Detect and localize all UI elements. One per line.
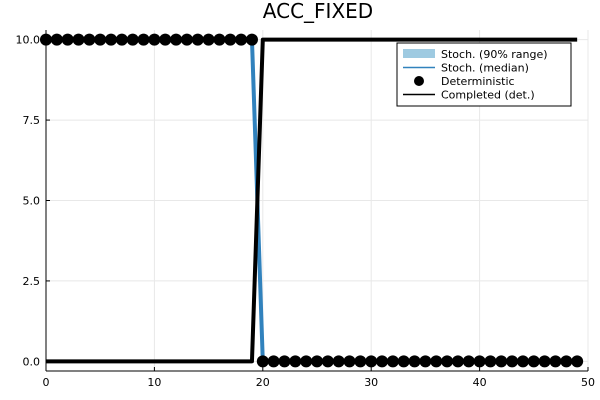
point-deterministic-36 [430, 355, 443, 368]
point-deterministic-45 [527, 355, 540, 368]
point-deterministic-34 [408, 355, 421, 368]
point-deterministic-16 [213, 33, 226, 46]
point-deterministic-8 [126, 33, 139, 46]
point-deterministic-9 [137, 33, 150, 46]
chart-title: ACC_FIXED [263, 0, 373, 23]
point-deterministic-2 [61, 33, 74, 46]
x-tick-label-5: 50 [581, 376, 595, 389]
point-deterministic-11 [159, 33, 172, 46]
legend-label-2: Deterministic [441, 75, 515, 88]
point-deterministic-6 [105, 33, 118, 46]
point-deterministic-19 [245, 33, 258, 46]
point-deterministic-47 [549, 355, 562, 368]
series-line-completed [46, 37, 578, 364]
point-deterministic-32 [386, 355, 399, 368]
y-tick-label-1: 2.5 [23, 275, 41, 288]
point-deterministic-4 [83, 33, 96, 46]
legend-label-1: Stoch. (median) [441, 62, 529, 75]
legend-swatch-marker [414, 76, 424, 86]
legend-label-0: Stoch. (90% range) [441, 48, 548, 61]
point-deterministic-23 [289, 355, 302, 368]
x-tick-label-3: 30 [364, 376, 378, 389]
point-deterministic-7 [115, 33, 128, 46]
point-deterministic-42 [495, 355, 508, 368]
y-tick-label-2: 5.0 [23, 195, 41, 208]
y-tick-label-4: 10.0 [16, 34, 41, 47]
point-deterministic-28 [343, 355, 356, 368]
point-deterministic-14 [191, 33, 204, 46]
y-tick-label-3: 7.5 [23, 114, 41, 127]
point-deterministic-43 [506, 355, 519, 368]
point-deterministic-33 [397, 355, 410, 368]
point-deterministic-21 [267, 355, 280, 368]
point-deterministic-17 [224, 33, 237, 46]
point-deterministic-48 [560, 355, 573, 368]
point-deterministic-46 [538, 355, 551, 368]
point-deterministic-25 [311, 355, 323, 368]
point-deterministic-49 [571, 355, 584, 368]
point-deterministic-18 [235, 33, 248, 46]
point-deterministic-24 [300, 355, 313, 368]
point-deterministic-15 [202, 33, 215, 46]
point-deterministic-26 [321, 355, 334, 368]
point-deterministic-35 [419, 355, 432, 368]
point-deterministic-3 [72, 33, 85, 46]
point-deterministic-30 [365, 355, 378, 368]
point-deterministic-37 [441, 355, 454, 368]
legend: Stoch. (90% range)Stoch. (median)Determi… [396, 42, 572, 107]
point-deterministic-10 [148, 33, 161, 46]
point-deterministic-38 [451, 355, 464, 368]
point-deterministic-41 [484, 355, 497, 368]
point-deterministic-5 [94, 33, 107, 46]
series-markers [40, 33, 584, 368]
point-deterministic-20 [256, 355, 269, 368]
point-deterministic-22 [278, 355, 291, 368]
point-deterministic-29 [354, 355, 367, 368]
point-deterministic-39 [462, 355, 475, 368]
x-tick-label-0: 0 [43, 376, 50, 389]
legend-label-3: Completed (det.) [441, 89, 535, 102]
point-deterministic-27 [332, 355, 345, 368]
legend-swatch-band [403, 49, 435, 58]
point-deterministic-1 [50, 33, 63, 46]
y-tick-label-0: 0.0 [23, 355, 41, 368]
point-deterministic-40 [473, 355, 486, 368]
point-deterministic-12 [170, 33, 183, 46]
x-tick-label-2: 20 [256, 376, 270, 389]
point-deterministic-44 [516, 355, 529, 368]
axes: 0 10 20 30 40 50 0.0 2.5 5.0 7.5 10.0 [16, 30, 595, 389]
x-tick-label-1: 10 [147, 376, 161, 389]
point-deterministic-13 [180, 33, 193, 46]
x-tick-label-4: 40 [473, 376, 487, 389]
point-deterministic-31 [376, 355, 389, 368]
